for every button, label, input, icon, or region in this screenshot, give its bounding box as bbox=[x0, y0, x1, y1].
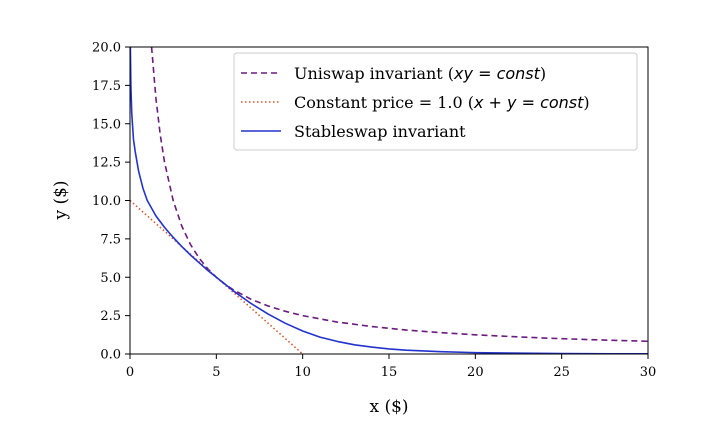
series-layer bbox=[130, 47, 648, 354]
x-axis: 0 5 10 15 20 25 30 bbox=[126, 354, 656, 380]
x-tick-label: 5 bbox=[212, 365, 220, 380]
x-tick-label: 10 bbox=[294, 365, 311, 380]
legend-box bbox=[233, 52, 638, 151]
y-tick-label: 17.5 bbox=[92, 79, 121, 94]
y-axis: 0.0 2.5 5.0 7.5 10.0 12.5 15.0 17.5 20.0 bbox=[92, 41, 130, 363]
y-tick-label: 5.0 bbox=[100, 271, 121, 286]
series-line-constant-price bbox=[130, 199, 304, 354]
y-axis-label: y ($) bbox=[51, 180, 71, 220]
x-tick-label: 25 bbox=[553, 365, 570, 380]
y-tick-label: 0.0 bbox=[100, 348, 121, 363]
legend-label-constant-price: Constant price = 1.0 (x + y = const) bbox=[294, 93, 590, 112]
x-tick-label: 15 bbox=[381, 365, 398, 380]
legend-label-stableswap: Stableswap invariant bbox=[294, 122, 466, 141]
legend: Uniswap invariant (xy = const) Constant p… bbox=[233, 52, 638, 151]
x-tick-label: 20 bbox=[467, 365, 484, 380]
series-line-stableswap bbox=[130, 47, 648, 354]
y-tick-label: 20.0 bbox=[92, 41, 121, 56]
x-axis-label: x ($) bbox=[369, 397, 408, 417]
legend-label-uniswap: Uniswap invariant (xy = const) bbox=[294, 64, 546, 83]
y-tick-label: 12.5 bbox=[92, 156, 121, 171]
y-tick-label: 7.5 bbox=[100, 232, 121, 247]
y-tick-label: 15.0 bbox=[92, 117, 121, 132]
y-tick-label: 2.5 bbox=[100, 309, 121, 324]
x-tick-label: 0 bbox=[126, 365, 134, 380]
y-tick-label: 10.0 bbox=[92, 194, 121, 209]
series-line-uniswap bbox=[150, 47, 648, 343]
x-tick-label: 30 bbox=[640, 365, 657, 380]
